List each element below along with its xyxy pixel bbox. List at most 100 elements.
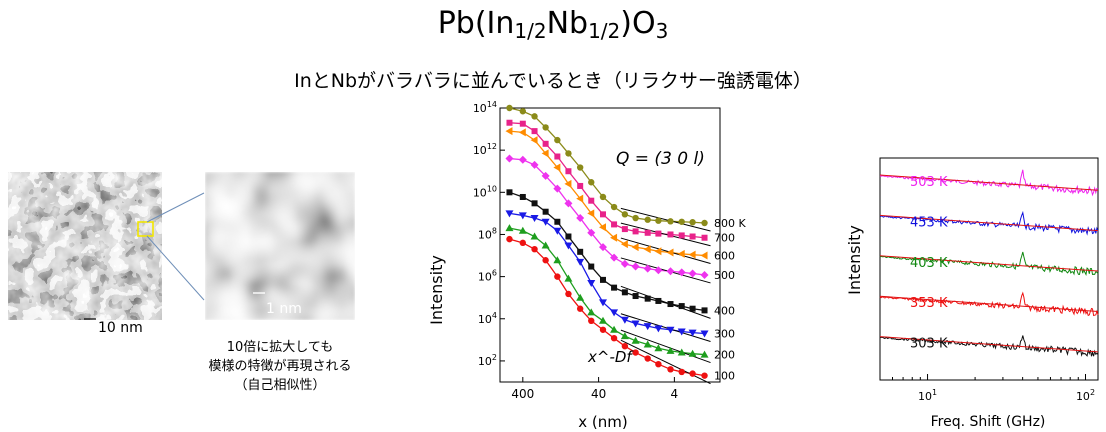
- data-point: [632, 214, 639, 222]
- fit-line: [620, 285, 711, 319]
- data-point: [632, 349, 639, 356]
- data-point: [531, 245, 538, 253]
- data-point: [531, 113, 538, 120]
- data-point: [531, 200, 538, 207]
- data-point: [588, 263, 595, 270]
- data-point: [643, 323, 652, 331]
- data-point: [701, 307, 708, 314]
- data-point: [689, 233, 696, 240]
- temperature-label: 303 K: [910, 337, 948, 352]
- data-point: [632, 293, 639, 300]
- data-point: [688, 349, 697, 357]
- data-point: [677, 328, 686, 336]
- fit-line-2: [879, 255, 1099, 272]
- data-point: [598, 299, 607, 307]
- data-point: [541, 171, 550, 180]
- data-point: [519, 108, 527, 115]
- spectrum-line: [879, 291, 1099, 317]
- data-point: [632, 228, 639, 235]
- y-tick-label: 108: [478, 226, 497, 241]
- data-point: [554, 273, 561, 280]
- y-tick-label: 1010: [473, 184, 497, 199]
- data-point: [506, 119, 513, 126]
- data-point: [564, 199, 573, 208]
- data-point: [655, 297, 662, 304]
- data-point: [576, 214, 585, 223]
- data-point: [530, 232, 539, 240]
- data-point: [654, 266, 663, 275]
- series-label: 400: [714, 304, 735, 317]
- data-point: [688, 269, 697, 278]
- data-point: [553, 184, 562, 193]
- speckle-image-wide: [8, 172, 162, 320]
- data-point: [576, 258, 585, 266]
- data-point: [643, 340, 652, 348]
- data-point: [576, 293, 585, 301]
- data-point: [610, 309, 619, 317]
- data-point: [541, 149, 549, 158]
- data-point: [565, 290, 572, 298]
- data-point: [587, 279, 596, 287]
- data-point: [621, 342, 629, 350]
- y-axis-label: Intensity: [427, 255, 446, 325]
- series-label: 200: [714, 349, 735, 362]
- data-point: [610, 203, 618, 211]
- data-point: [599, 193, 607, 201]
- data-point: [530, 160, 539, 169]
- data-point: [542, 140, 549, 147]
- data-point: [644, 216, 651, 223]
- data-point: [542, 124, 549, 131]
- data-point: [598, 223, 606, 232]
- data-point: [700, 350, 709, 358]
- data-point: [577, 182, 584, 189]
- data-point: [621, 226, 628, 233]
- data-point: [576, 305, 584, 312]
- data-point: [689, 219, 696, 226]
- fit-line: [620, 257, 711, 284]
- temperature-label: 503 K: [910, 175, 948, 190]
- data-point: [505, 210, 514, 218]
- data-point: [519, 193, 526, 200]
- data-point: [599, 276, 606, 283]
- data-point: [530, 215, 539, 223]
- data-point: [610, 325, 619, 333]
- data-point: [677, 268, 686, 277]
- data-point: [518, 226, 527, 234]
- zoom-connector: [84, 192, 205, 320]
- data-point: [620, 316, 629, 324]
- data-point: [677, 348, 686, 356]
- series-label: 100: [714, 370, 735, 383]
- data-point: [701, 234, 708, 241]
- data-point: [688, 250, 696, 259]
- data-point: [643, 264, 652, 273]
- data-point: [654, 344, 663, 352]
- series-label: 600: [714, 250, 735, 263]
- data-point: [542, 208, 549, 215]
- y-axis-label-2: Intensity: [845, 225, 864, 295]
- data-point: [700, 330, 709, 338]
- data-point: [576, 194, 584, 203]
- data-point: [553, 227, 562, 235]
- data-point: [689, 370, 696, 377]
- fit-line: [620, 329, 711, 364]
- data-point: [666, 326, 675, 334]
- data-point: [506, 104, 513, 112]
- fit-annotation: x^-Df: [587, 348, 634, 366]
- data-point: [505, 154, 514, 163]
- data-point: [519, 239, 527, 247]
- data-point: [565, 233, 572, 240]
- data-point: [667, 301, 674, 308]
- data-point: [655, 217, 662, 224]
- data-point: [519, 120, 526, 127]
- data-point: [667, 218, 674, 225]
- data-point: [505, 224, 514, 232]
- data-point: [620, 240, 628, 249]
- series-line: [509, 227, 705, 356]
- data-point: [577, 248, 584, 255]
- data-point: [610, 334, 618, 342]
- data-point: [666, 346, 675, 354]
- zoom-box: [137, 221, 154, 237]
- data-point: [553, 163, 561, 172]
- data-point: [588, 179, 595, 186]
- series-label: 700: [714, 232, 735, 245]
